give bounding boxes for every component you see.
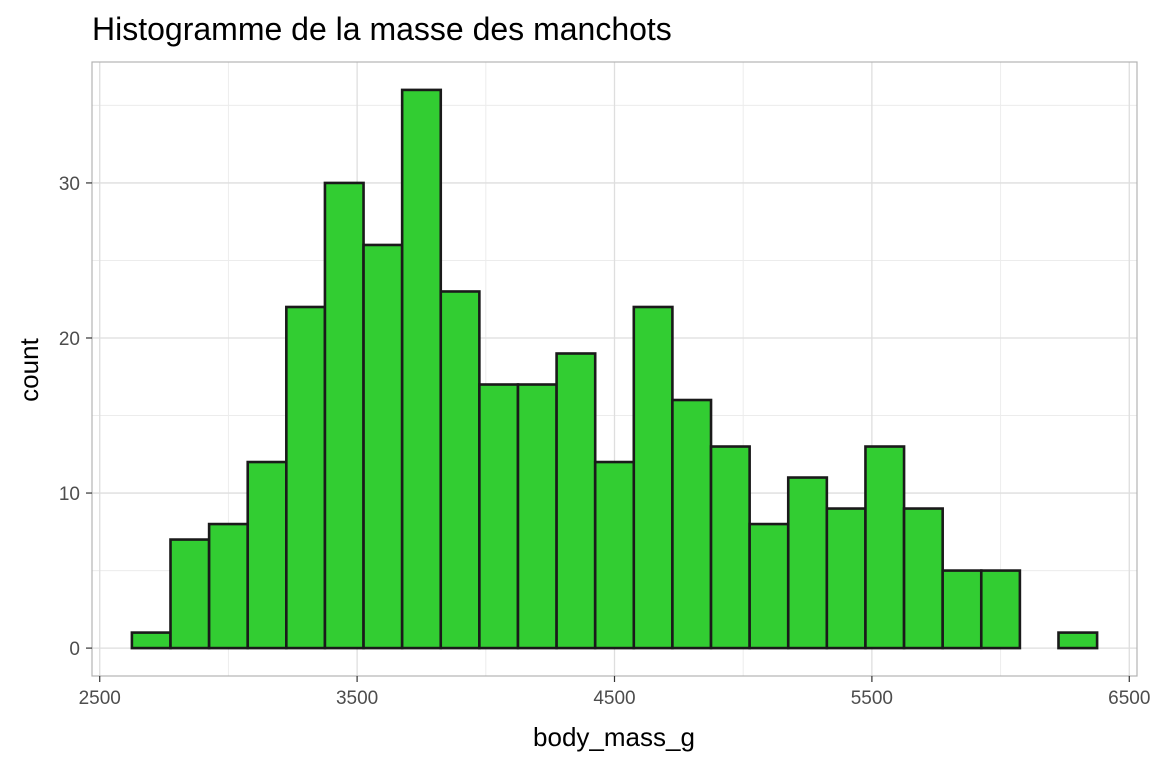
y-tick-label: 10 bbox=[59, 484, 80, 505]
histogram-bar bbox=[593, 460, 636, 650]
chart-title: Histogramme de la masse des manchots bbox=[92, 11, 672, 47]
histogram-bar bbox=[246, 460, 288, 650]
y-axis-ticks: 0 10 20 30 bbox=[59, 174, 92, 660]
histogram-bar bbox=[979, 569, 1022, 650]
y-tick-label: 30 bbox=[59, 174, 80, 195]
histogram-bar bbox=[941, 569, 983, 650]
x-tick-label: 5500 bbox=[851, 688, 893, 709]
histogram-bar bbox=[1057, 631, 1099, 650]
x-tick-label: 2500 bbox=[79, 688, 121, 709]
x-axis-title: body_mass_g bbox=[533, 722, 695, 752]
y-axis-title: count bbox=[14, 337, 44, 401]
histogram-bar bbox=[632, 305, 674, 650]
x-tick-label: 3500 bbox=[336, 688, 378, 709]
histogram-bar bbox=[902, 507, 944, 650]
x-axis-ticks: 2500 3500 4500 5500 6500 bbox=[79, 676, 1150, 709]
x-tick-label: 6500 bbox=[1108, 688, 1150, 709]
histogram-bar bbox=[130, 631, 172, 650]
y-tick-label: 0 bbox=[69, 639, 80, 660]
histogram-bar bbox=[478, 383, 520, 650]
histogram-bars bbox=[130, 88, 1099, 650]
histogram-bar bbox=[864, 445, 906, 650]
histogram-bar bbox=[439, 290, 481, 650]
histogram-bar bbox=[516, 383, 558, 650]
histogram-bar bbox=[786, 476, 829, 650]
histogram-bar bbox=[748, 522, 790, 650]
histogram-bar bbox=[671, 398, 713, 650]
histogram-bar bbox=[207, 522, 250, 650]
histogram-bar bbox=[169, 538, 211, 650]
histogram-bar bbox=[555, 352, 597, 650]
histogram-bar bbox=[400, 88, 443, 650]
histogram-bar bbox=[709, 445, 751, 650]
histogram-bar bbox=[285, 305, 327, 650]
histogram-bar bbox=[323, 181, 365, 650]
histogram-bar bbox=[825, 507, 867, 650]
histogram-bar bbox=[362, 243, 404, 650]
y-tick-label: 20 bbox=[59, 329, 80, 350]
x-tick-label: 4500 bbox=[593, 688, 635, 709]
